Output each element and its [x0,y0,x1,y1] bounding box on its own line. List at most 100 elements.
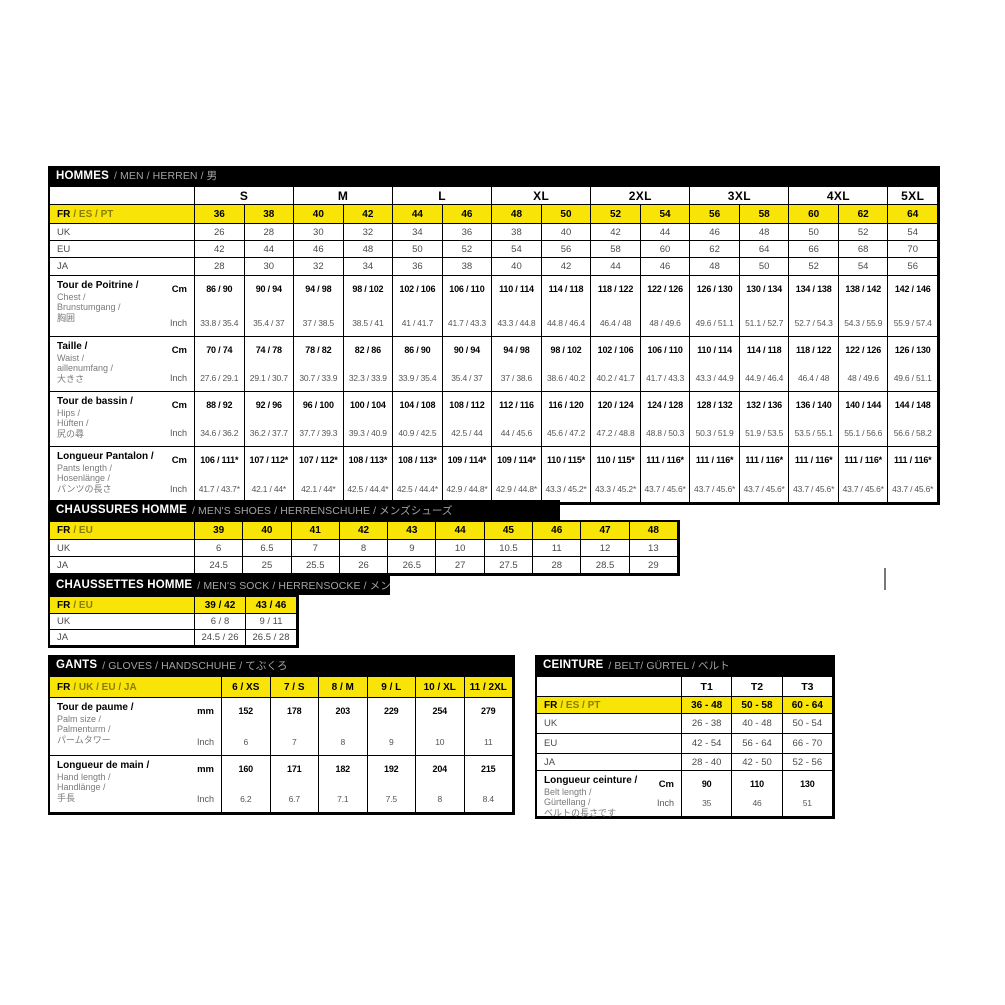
measure-value-top: 107 / 112* [249,455,289,465]
hommes-section-bar: HOMMES / MEN / HERREN / 男 [48,166,940,185]
size-value: 6.5 [243,540,292,557]
region-row-label: UK [537,714,682,734]
fr-size-value: 45 [484,522,534,540]
socks-section-title: CHAUSSETTES HOMME [56,579,193,591]
fr-size-value: 50 - 58 [732,697,783,714]
measure-value-bottom: 44.9 / 46.4 [745,373,784,383]
measure-value-top: 111 / 116* [794,455,833,465]
corner-cell [537,677,682,697]
measure-value-top: 110 / 114 [697,345,732,355]
measure-value-bottom: 43.7 / 45.6* [743,484,785,494]
fr-size-value: 46 [442,205,493,224]
belt-size-header: T2 [732,677,783,697]
belt-size-header: T1 [682,677,733,697]
fr-row-label-rest: / ES / PT [560,699,601,711]
measure-label-line: aillenumfang / [57,363,114,374]
measure-value-bottom: 29.1 / 30.7 [249,373,288,383]
measure-value: 229 9 [367,698,416,756]
measure-value: 109 / 114* 42.9 / 44.8* [442,447,493,503]
measure-value-top: 130 [800,779,815,789]
measure-value: 279 11 [464,698,513,756]
size-value: 46 [690,224,740,241]
size-value: 42 - 50 [732,754,783,771]
size-value: 56 - 64 [732,734,783,754]
size-value: 62 [690,241,740,258]
measure-value: 94 / 98 37 / 38.6 [492,337,542,392]
socks-section-bar: CHAUSSETTES HOMME / MEN'S SOCK / HERRENS… [48,575,390,595]
fr-size-value: 58 [739,205,790,224]
measure-value: 122 / 126 48 / 49.6 [838,337,889,392]
measure-value-bottom: 43.7 / 45.6* [644,484,686,494]
fr-size-value: 50 [541,205,592,224]
fr-row-label: FR / ES / PT [50,205,195,224]
size-group-header: 4XL [789,187,889,205]
measure-label-line: Taille / [57,341,88,352]
measure-value-bottom: 42.9 / 44.8* [495,484,537,494]
measure-label-line: Longueur ceinture / [544,775,638,786]
measure-value-bottom: 6.2 [240,794,252,804]
measure-value-bottom: 42.5 / 44 [451,428,483,438]
measure-value-bottom: 42.5 / 44.4* [396,484,438,494]
measure-value-top: 122 / 126 [845,345,882,355]
hommes-size-table: S M L XL 2XL 3XL 4XL 5XL FR / ES / PT 36 38 40 42 44 46… [48,185,940,505]
measure-value: 204 8 [416,756,465,813]
gloves-header-label-bold: FR [57,681,71,693]
measure-label-line: Pants length / [57,462,113,473]
fr-row-label-rest: / ES / PT [73,208,114,220]
measure-value: 108 / 113* 42.5 / 44.4* [393,447,443,503]
measure-value: 142 / 146 55.9 / 57.4 [888,276,938,337]
measure-value-bottom: 52.7 / 54.3 [794,318,833,328]
measure-value: 82 / 86 32.3 / 33.9 [343,337,394,392]
measure-label-line: 尻の尋 [57,429,85,440]
size-group-header: L [393,187,493,205]
measure-value-bottom: 8 [340,737,346,747]
size-value: 70 [888,241,938,258]
measure-value-top: 204 [432,764,448,774]
measure-value-top: 86 / 90 [206,284,233,294]
size-group-header: 5XL [888,187,938,205]
measure-value-top: 178 [287,706,302,716]
measure-value-bottom: 35.4 / 37 [253,318,285,328]
fr-row-label: FR / EU [50,597,195,614]
measure-label-lines: Taille / Waist / aillenumfang / 大きさ [57,341,113,387]
size-value: 44 [591,258,641,276]
size-value: 56 [888,258,938,276]
measure-value-top: 114 / 118 [746,345,782,355]
size-value: 27.5 [484,557,534,574]
unit-label: Inch [169,484,187,494]
shoes-section-subtitle: / MEN'S SHOES / HERRENSCHUHE / メンズシューズ [192,504,453,517]
unit-label: Inch [196,737,214,747]
measure-label-cell: Tour de paume / Palm size / Palmenturm / パー… [50,698,222,756]
measure-value: 90 35 [682,771,733,817]
measure-label-lines: Longueur ceinture / Belt length / Gürtella… [544,775,638,818]
gloves-section-bar: GANTS / GLOVES / HANDSCHUHE / てぶくろ [48,655,515,675]
measure-value-top: 100 / 104 [349,400,386,410]
measure-label-line: Belt length / [544,786,592,797]
size-group-header: 2XL [591,187,691,205]
measure-value: 96 / 100 37.7 / 39.3 [294,392,344,447]
glove-size-header: 7 / S [270,677,319,698]
measure-value-top: 108 / 113* [348,455,388,465]
fr-size-value: 39 [195,522,244,540]
measure-value-bottom: 43.7 / 45.6* [842,484,884,494]
measure-value: 108 / 112 42.5 / 44 [442,392,493,447]
measure-value-top: 111 / 116* [646,455,684,465]
measure-value-top: 94 / 98 [305,284,332,294]
measure-value: 111 / 116* 43.7 / 45.6* [888,447,938,503]
measure-value-bottom: 37 / 38.5 [302,318,334,328]
measure-value-top: 110 [750,779,764,789]
measure-value: 160 6.2 [222,756,271,813]
unit-label: Inch [656,798,674,808]
measure-value-bottom: 34.6 / 36.2 [200,428,239,438]
fr-size-value: 40 [294,205,344,224]
size-value: 29 [629,557,678,574]
measure-value-bottom: 10 [435,737,445,747]
hommes-section-title: HOMMES [56,169,109,182]
measure-value-top: 110 / 115* [546,455,586,465]
measure-value: 120 / 124 47.2 / 48.8 [591,392,641,447]
size-value: 54 [888,224,938,241]
fr-size-value: 42 [343,205,394,224]
measure-label-line: Tour de paume / [57,702,134,713]
size-value: 44 [244,241,295,258]
